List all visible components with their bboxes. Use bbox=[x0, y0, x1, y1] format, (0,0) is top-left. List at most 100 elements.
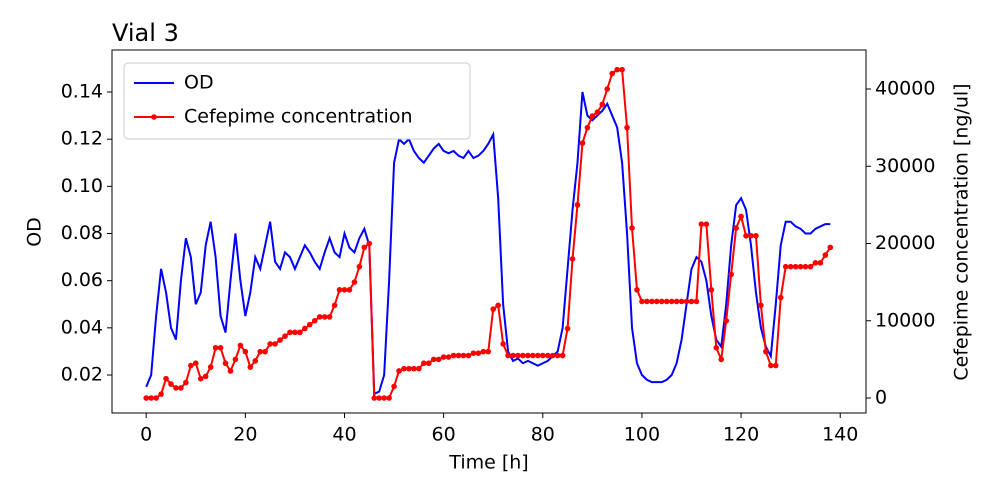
data-point bbox=[316, 314, 323, 320]
data-point bbox=[629, 225, 635, 231]
data-point bbox=[663, 298, 670, 305]
legend-label: OD bbox=[184, 72, 214, 94]
y2-tick-label: 20000 bbox=[875, 232, 935, 254]
data-point bbox=[465, 352, 472, 359]
data-point bbox=[143, 395, 150, 401]
data-point bbox=[485, 348, 492, 355]
data-point bbox=[247, 364, 254, 370]
data-point bbox=[827, 244, 834, 251]
data-point bbox=[733, 225, 739, 231]
data-point bbox=[306, 321, 313, 328]
y2-tick-label: 30000 bbox=[875, 155, 935, 177]
x-tick-label: 40 bbox=[332, 424, 356, 446]
data-point bbox=[262, 348, 268, 355]
data-point bbox=[302, 325, 308, 332]
axes-frame bbox=[111, 49, 867, 414]
data-point bbox=[376, 395, 382, 401]
y2-tick-label: 10000 bbox=[875, 309, 935, 331]
data-point bbox=[658, 298, 665, 305]
y2-tick-label: 0 bbox=[875, 386, 887, 408]
data-point bbox=[267, 341, 273, 347]
y-tick-label: 0.06 bbox=[61, 269, 103, 291]
data-point bbox=[589, 113, 596, 119]
data-point bbox=[158, 391, 164, 397]
chart-title: Vial 3 bbox=[112, 19, 179, 47]
x-tick-label: 0 bbox=[140, 424, 152, 446]
data-point bbox=[148, 395, 154, 401]
data-point bbox=[539, 352, 546, 359]
data-point bbox=[183, 379, 189, 386]
y-axis-label: OD bbox=[24, 217, 46, 247]
data-point bbox=[188, 362, 194, 369]
data-point bbox=[510, 352, 516, 359]
data-point bbox=[758, 302, 764, 309]
data-point bbox=[391, 383, 397, 390]
data-point bbox=[584, 124, 591, 131]
data-point bbox=[703, 221, 710, 227]
data-point bbox=[673, 298, 680, 305]
data-point bbox=[292, 329, 298, 336]
y-tick-label: 0.02 bbox=[61, 364, 103, 386]
data-point bbox=[346, 287, 353, 293]
data-point bbox=[455, 352, 462, 359]
data-point bbox=[668, 298, 675, 305]
data-point bbox=[475, 350, 482, 356]
data-point bbox=[678, 298, 685, 305]
data-point bbox=[768, 362, 774, 369]
plot-area bbox=[143, 66, 834, 401]
data-point bbox=[713, 344, 720, 351]
data-point bbox=[525, 352, 531, 359]
data-point bbox=[321, 314, 328, 320]
data-point bbox=[802, 263, 809, 270]
x-tick-label: 140 bbox=[822, 424, 858, 446]
data-point bbox=[763, 348, 769, 355]
data-point bbox=[435, 356, 442, 363]
data-point bbox=[569, 256, 576, 262]
data-point bbox=[748, 232, 754, 239]
data-point bbox=[604, 86, 611, 92]
data-point bbox=[554, 352, 561, 359]
data-point bbox=[371, 395, 378, 401]
data-point bbox=[520, 352, 526, 359]
data-point bbox=[361, 244, 368, 251]
data-point bbox=[797, 263, 804, 270]
data-point bbox=[574, 202, 581, 208]
data-point bbox=[822, 252, 829, 258]
data-point bbox=[406, 365, 412, 372]
data-point bbox=[609, 70, 615, 77]
data-point bbox=[450, 352, 457, 359]
data-point bbox=[192, 360, 199, 367]
legend-label: Cefepime concentration bbox=[184, 106, 413, 128]
data-point bbox=[634, 287, 640, 293]
data-point bbox=[396, 368, 402, 374]
data-point bbox=[411, 365, 417, 372]
data-point bbox=[416, 365, 422, 372]
data-point bbox=[728, 271, 734, 278]
data-point bbox=[336, 287, 343, 293]
data-point bbox=[401, 365, 407, 372]
data-point bbox=[425, 360, 432, 367]
data-point bbox=[549, 352, 556, 359]
data-point bbox=[505, 352, 511, 359]
data-point bbox=[579, 140, 586, 146]
y2-tick-label: 40000 bbox=[875, 78, 935, 100]
data-point bbox=[272, 341, 278, 347]
y2-axis-label: Cefepime concentration [ng/ul] bbox=[951, 83, 973, 380]
data-point bbox=[331, 302, 338, 309]
data-point bbox=[500, 341, 506, 347]
data-point bbox=[480, 348, 487, 355]
data-point bbox=[232, 356, 239, 363]
data-point bbox=[619, 66, 625, 73]
y-tick-label: 0.10 bbox=[61, 175, 103, 197]
data-point bbox=[202, 373, 209, 380]
data-point bbox=[207, 364, 214, 370]
data-point bbox=[440, 354, 447, 360]
data-point bbox=[173, 385, 179, 391]
data-point bbox=[718, 356, 725, 363]
data-point bbox=[386, 395, 392, 401]
data-point bbox=[282, 333, 288, 340]
data-point bbox=[257, 348, 264, 355]
data-point bbox=[366, 240, 373, 247]
data-point bbox=[163, 375, 169, 382]
y-tick-label: 0.08 bbox=[61, 222, 103, 244]
